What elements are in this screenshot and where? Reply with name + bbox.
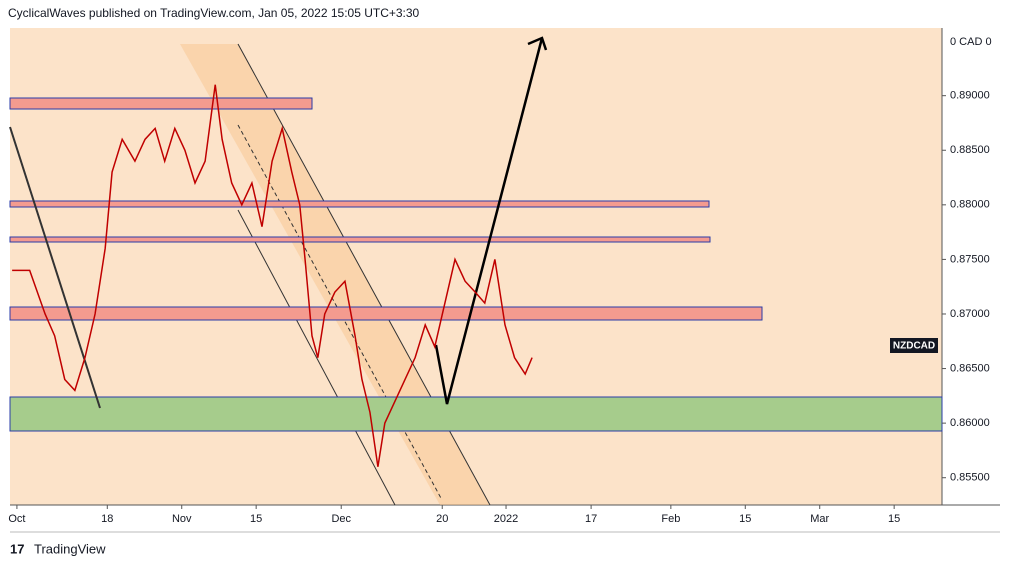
x-tick-label: Feb <box>661 513 680 525</box>
y-tick-label: 0.89000 <box>950 90 990 102</box>
x-tick-label: Dec <box>331 513 351 525</box>
header: CyclicalWaves published on TradingView.c… <box>8 6 420 20</box>
x-tick-label: Oct <box>8 513 25 525</box>
x-tick-label: Mar <box>810 513 829 525</box>
symbol-tag <box>890 338 938 353</box>
projection-arrow <box>434 37 544 405</box>
x-tick-label: 15 <box>888 513 900 525</box>
zone-support <box>9 396 943 432</box>
zone <box>9 97 313 110</box>
arrow-head <box>527 36 548 51</box>
x-tick-label: 20 <box>436 513 448 525</box>
y-tick-label: 0.88500 <box>950 144 990 156</box>
y-tick-label: 0.86000 <box>950 417 990 429</box>
x-tick-label: Nov <box>172 513 192 525</box>
y-tick-label: 0.87000 <box>950 308 990 320</box>
price-line <box>12 84 533 467</box>
x-tick-label: 15 <box>739 513 751 525</box>
footer: TradingView <box>34 541 106 556</box>
x-tick-label: 17 <box>585 513 597 525</box>
zone <box>9 200 710 208</box>
y-tick-label: 0.86500 <box>950 362 990 374</box>
symbol-label: NZDCAD <box>893 341 935 352</box>
channel-line <box>237 209 396 506</box>
trend-line <box>9 126 101 409</box>
zones <box>9 36 943 506</box>
y-tick-label: 0.87500 <box>950 253 990 265</box>
currency-label: 0 CAD 0 <box>950 36 992 48</box>
zone <box>9 236 711 243</box>
channel-fill <box>180 44 490 505</box>
y-tick-label: 0.88000 <box>950 199 990 211</box>
y-tick-label: 0.85500 <box>950 472 990 484</box>
logo: 17 <box>10 541 24 556</box>
x-tick-label: 15 <box>250 513 262 525</box>
zone <box>9 306 763 321</box>
x-tick-label: 18 <box>101 513 113 525</box>
x-tick-label: 2022 <box>494 513 518 525</box>
